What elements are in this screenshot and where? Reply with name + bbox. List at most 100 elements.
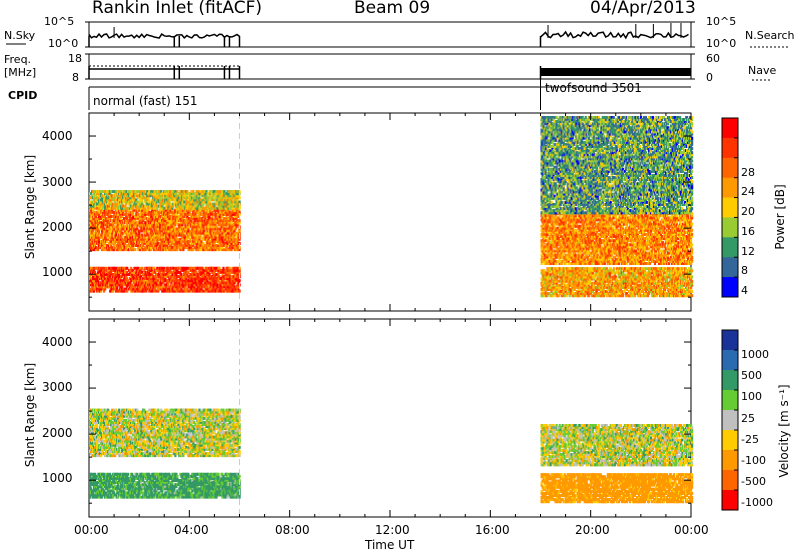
- power-cell: [125, 239, 128, 243]
- power-cell: [120, 217, 123, 221]
- power-cell: [125, 235, 128, 239]
- power-cell: [109, 246, 112, 250]
- power-cell: [109, 229, 112, 233]
- power-cell: [106, 210, 109, 214]
- power-cell: [96, 212, 99, 216]
- power-cell: [104, 215, 107, 218]
- power-cell: [102, 217, 105, 221]
- power-cell: [127, 279, 130, 283]
- power-cell: [134, 219, 137, 223]
- power-cell: [136, 225, 139, 229]
- power-cell: [102, 246, 105, 250]
- power-cell: [131, 225, 134, 229]
- power-cell: [128, 208, 131, 212]
- power-cell: [131, 223, 134, 227]
- power-cell: [132, 239, 135, 243]
- power-cell: [109, 235, 112, 239]
- power-cell: [123, 208, 126, 212]
- power-cell: [127, 246, 130, 250]
- power-cell: [106, 223, 109, 227]
- power-cell: [120, 235, 123, 239]
- power-cell: [91, 221, 94, 225]
- power-cell: [215, 273, 218, 276]
- power-cell: [91, 210, 94, 214]
- power-cell: [98, 208, 101, 212]
- power-cell: [98, 237, 101, 241]
- power-cell: [117, 223, 120, 227]
- power-cell: [203, 206, 206, 210]
- power-cell: [110, 225, 113, 229]
- power-cell: [124, 237, 127, 241]
- power-cell: [193, 246, 196, 250]
- power-cell: [118, 237, 121, 241]
- power-cell: [133, 208, 136, 212]
- power-cell: [125, 208, 128, 212]
- power-cell: [148, 198, 151, 202]
- power-cell: [568, 262, 571, 265]
- power-cell: [101, 248, 104, 252]
- power-cell: [112, 221, 115, 225]
- power-cell: [89, 200, 92, 204]
- power-cell: [111, 208, 114, 212]
- power-cell: [141, 246, 144, 250]
- power-cell: [102, 225, 105, 229]
- power-cell: [103, 219, 106, 223]
- power-panel: [88, 112, 694, 312]
- power-cell: [129, 237, 132, 241]
- power-cell: [108, 221, 111, 225]
- power-cell: [133, 227, 136, 231]
- power-cell: [118, 235, 121, 239]
- power-cell: [103, 248, 106, 252]
- power-cell: [116, 208, 119, 212]
- power-cell: [124, 241, 127, 245]
- power-cell: [176, 237, 179, 241]
- power-cell: [103, 237, 106, 241]
- power-cell: [108, 210, 111, 214]
- power-cell: [136, 210, 139, 214]
- power-cell: [115, 223, 118, 227]
- freq-nave-band: [540, 68, 691, 76]
- power-cell: [127, 237, 130, 241]
- power-cell: [94, 223, 97, 227]
- power-cell: [104, 233, 107, 237]
- power-cell: [139, 229, 142, 233]
- power-cell: [139, 215, 142, 218]
- power-cell: [222, 266, 225, 270]
- power-cell: [135, 215, 138, 218]
- power-cell: [90, 246, 93, 250]
- power-cell: [128, 229, 131, 233]
- power-cell: [238, 279, 241, 283]
- power-cell: [105, 227, 108, 231]
- power-cell: [126, 217, 129, 221]
- power-cell: [107, 233, 110, 237]
- power-cell: [135, 223, 138, 227]
- power-cell: [113, 225, 116, 229]
- power-cell: [115, 219, 118, 223]
- power-cell: [111, 231, 114, 235]
- power-cell: [129, 215, 132, 218]
- power-cell: [121, 215, 124, 218]
- power-cell: [139, 212, 142, 216]
- power-cell: [131, 241, 134, 245]
- power-cell: [136, 233, 139, 237]
- power-cell: [135, 244, 138, 247]
- power-cell: [107, 217, 110, 221]
- power-cell: [117, 266, 120, 270]
- power-cell: [98, 231, 101, 235]
- power-cell: [92, 235, 95, 239]
- power-cell: [115, 231, 118, 235]
- power-cell: [106, 239, 109, 243]
- power-cell: [90, 212, 93, 216]
- power-cell: [138, 223, 141, 227]
- power-data-cells: [89, 116, 694, 298]
- power-cell: [122, 223, 125, 227]
- power-cell: [127, 233, 130, 237]
- power-cell: [99, 221, 102, 225]
- power-cell: [91, 231, 94, 235]
- power-cell: [119, 223, 122, 227]
- power-cell: [125, 225, 128, 229]
- power-cell: [132, 215, 135, 218]
- power-cell: [94, 244, 97, 247]
- nsky-trace-2: [540, 30, 689, 40]
- power-cell: [104, 235, 107, 239]
